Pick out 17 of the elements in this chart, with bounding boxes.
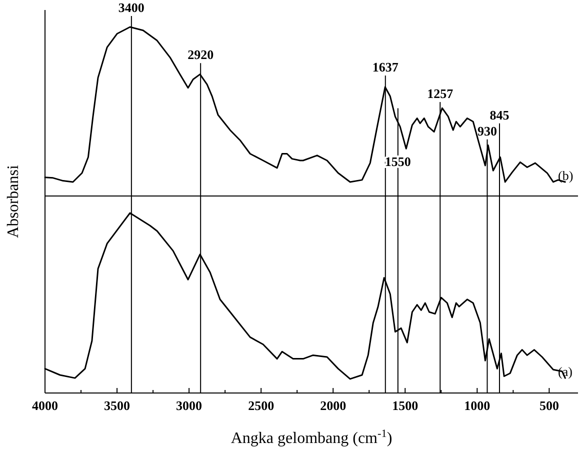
ref-line-label: 1257 (427, 86, 454, 102)
x-tick-label: 2500 (248, 398, 274, 413)
x-tick-label: 4000 (32, 398, 58, 413)
x-axis-title: Angka gelombang (cm$^{-1}$) (230, 428, 392, 447)
ref-line-label: 3400 (118, 0, 144, 15)
x-tick-label: 3000 (176, 398, 202, 413)
ref-line-label: 930 (477, 123, 497, 138)
ref-line-label: 845 (490, 107, 510, 122)
x-tick-label: 500 (539, 398, 559, 413)
ref-line-label: 2920 (188, 47, 214, 62)
x-tick-label: 2000 (320, 398, 346, 413)
x-tick-label: 3500 (104, 398, 130, 413)
ref-line-label: 1637 (372, 60, 399, 75)
series-label: (b) (558, 168, 574, 183)
x-tick-label: 1500 (392, 398, 418, 413)
x-tick-label: 1000 (464, 398, 490, 413)
y-axis-title: Absorbansi (5, 164, 22, 238)
